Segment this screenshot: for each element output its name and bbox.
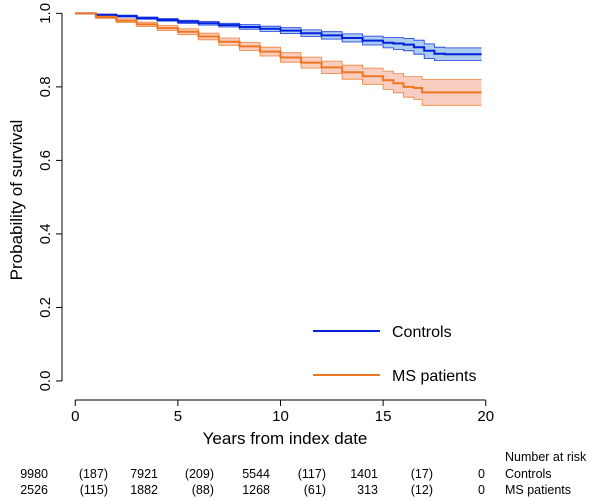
y-axis-label: Probability of survival — [7, 120, 26, 281]
risk-table-title: Number at risk — [505, 450, 587, 464]
legend-ms-patients-label: MS patients — [392, 368, 476, 385]
x-tick-label: 0 — [71, 408, 79, 425]
risk-row-label-ms-patients: MS patients — [505, 483, 571, 497]
x-tick-label: 15 — [375, 408, 392, 425]
risk-cell-controls: (17) — [411, 467, 433, 481]
axes: 0 5 10 15 20 0.0 0.2 0.4 0.6 0.8 1.0 — [37, 3, 494, 425]
y-tick-label: 0.2 — [37, 297, 54, 318]
ms-patients-ci-band — [75, 13, 482, 106]
risk-cell-ms-patients: (88) — [192, 483, 214, 497]
risk-cell-controls: (187) — [79, 467, 108, 481]
risk-cell-controls: 1401 — [350, 467, 378, 481]
ms-patients-curve — [75, 12, 482, 94]
risk-cell-ms-patients: 2526 — [20, 483, 48, 497]
risk-cell-controls: 7921 — [130, 467, 158, 481]
x-tick-label: 20 — [477, 408, 494, 425]
legend: Controls MS patients — [313, 324, 476, 385]
y-tick-label: 0.4 — [37, 223, 54, 244]
confidence-bands — [75, 13, 482, 106]
y-tick-label: 0.8 — [37, 76, 54, 97]
risk-cell-ms-patients: 313 — [357, 483, 378, 497]
risk-cell-ms-patients: (115) — [80, 483, 108, 497]
risk-cell-controls: (117) — [298, 467, 326, 481]
risk-cell-controls: (209) — [185, 467, 214, 481]
risk-row-label-controls: Controls — [505, 467, 552, 481]
ms-patients-ci-upper — [75, 13, 482, 80]
y-tick-label: 1.0 — [37, 3, 54, 24]
risk-cell-ms-patients: (12) — [411, 483, 433, 497]
risk-cell-ms-patients: 1268 — [242, 483, 270, 497]
x-axis-ticks: 0 5 10 15 20 — [71, 400, 494, 425]
y-tick-label: 0.0 — [37, 371, 54, 392]
risk-cell-controls: 5544 — [242, 467, 270, 481]
risk-cell-controls: 9980 — [20, 467, 48, 481]
y-axis-ticks: 0.0 0.2 0.4 0.6 0.8 1.0 — [37, 3, 62, 391]
x-axis-label: Years from index date — [203, 429, 368, 448]
risk-cell-ms-patients: 0 — [478, 483, 485, 497]
x-tick-label: 5 — [174, 408, 182, 425]
x-tick-label: 10 — [272, 408, 289, 425]
legend-controls-label: Controls — [392, 324, 452, 341]
risk-cell-ms-patients: (61) — [304, 483, 326, 497]
y-tick-label: 0.6 — [37, 150, 54, 171]
survival-curves — [75, 12, 482, 94]
risk-cell-controls: 0 — [478, 467, 485, 481]
controls-ci-band — [75, 13, 482, 61]
controls-curve — [75, 12, 482, 56]
risk-cell-ms-patients: 1882 — [130, 483, 158, 497]
number-at-risk-table: 9980 (187) 7921 (209) 5544 (117) 1401 (17) 0 Cont… — [20, 467, 571, 497]
